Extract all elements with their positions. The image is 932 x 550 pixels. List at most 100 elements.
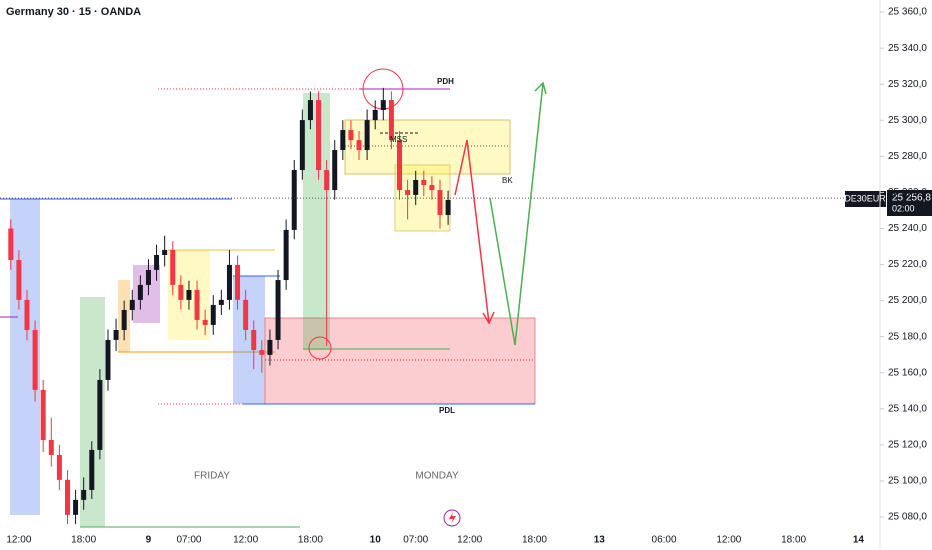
annotation: MONDAY: [415, 471, 458, 482]
x-tick-label: 12:00: [6, 535, 31, 546]
candle-body: [397, 140, 403, 191]
candle-body: [388, 100, 394, 141]
candle-body: [89, 449, 95, 490]
annotation: BK: [502, 176, 513, 185]
x-tick-label: 12:00: [233, 535, 258, 546]
candle-body: [186, 289, 192, 300]
candle-body: [275, 280, 281, 340]
candle-body: [81, 489, 87, 500]
candle-body: [113, 330, 119, 340]
candle-body: [56, 454, 62, 480]
y-tick-label: 25 140,0: [888, 403, 927, 414]
candle-body: [332, 150, 338, 191]
x-tick-label: 9: [146, 535, 152, 546]
candle-body: [210, 304, 216, 325]
x-tick-label: 07:00: [176, 535, 201, 546]
candle-body: [243, 299, 249, 330]
y-tick-label: 25 200,0: [888, 295, 927, 306]
symbol-badge: [845, 191, 886, 207]
candle-body: [154, 254, 160, 270]
candle-body: [8, 228, 14, 261]
candle-body: [97, 379, 103, 450]
candle-body: [202, 319, 208, 325]
y-tick-label: 25 100,0: [888, 476, 927, 487]
candle-body: [324, 170, 330, 191]
candle-body: [32, 330, 38, 390]
y-tick-label: 25 340,0: [888, 43, 927, 54]
candle-body: [429, 185, 435, 191]
candle-body: [380, 100, 386, 110]
x-tick-label: 06:00: [652, 535, 677, 546]
candle-body: [137, 284, 143, 300]
demand-zone: [264, 317, 536, 405]
candle-body: [251, 330, 257, 351]
candle-body: [340, 130, 346, 151]
x-tick-label: 10: [370, 535, 382, 546]
x-tick-label: 12:00: [716, 535, 741, 546]
arrow-head: [534, 81, 547, 95]
candle-body: [445, 199, 451, 215]
y-tick-label: 25 080,0: [888, 512, 927, 523]
candle-body: [178, 284, 184, 300]
arrow-head: [482, 311, 495, 325]
candle-body: [121, 309, 127, 330]
annotation: MSS: [390, 135, 407, 144]
candle-body: [356, 140, 362, 151]
x-tick-label: 18:00: [71, 535, 96, 546]
countdown: 02:00: [892, 203, 915, 213]
annotation: FRIDAY: [194, 471, 230, 482]
event-icon: [443, 509, 461, 527]
projection-arrow: [454, 139, 490, 324]
y-tick-label: 25 180,0: [888, 331, 927, 342]
candle-body: [145, 269, 151, 285]
candle-body: [48, 440, 54, 455]
last-price-label: 25 256,8: [892, 193, 931, 204]
candle-body: [421, 179, 427, 186]
symbol-label: DE30EUR: [844, 193, 886, 203]
annotation: PDL: [439, 406, 455, 415]
x-tick-label: 18:00: [298, 535, 323, 546]
projection-arrow: [489, 82, 544, 346]
y-tick-label: 25 220,0: [888, 259, 927, 270]
candle-body: [437, 190, 443, 215]
candle-body: [73, 499, 79, 515]
x-tick-label: 14: [853, 535, 865, 546]
candle-body: [267, 339, 273, 355]
price-badge: [887, 190, 932, 216]
candle-body: [372, 110, 378, 121]
candle-body: [24, 299, 30, 330]
y-tick-label: 25 360,0: [888, 7, 927, 18]
y-tick-label: 25 240,0: [888, 223, 927, 234]
candles: [8, 87, 451, 525]
event-icon: [449, 512, 456, 524]
candle-body: [283, 229, 289, 281]
candle-body: [291, 170, 297, 230]
x-tick-label: 12:00: [457, 535, 482, 546]
candle-body: [413, 179, 419, 195]
x-tick-label: 18:00: [781, 535, 806, 546]
y-tick-label: 25 160,0: [888, 367, 927, 378]
y-tick-label: 25 280,0: [888, 151, 927, 162]
candle-body: [226, 264, 232, 300]
candle-body: [348, 130, 354, 141]
candle-body: [405, 190, 411, 195]
candle-body: [162, 249, 168, 255]
candle-body: [259, 350, 265, 355]
candle-body: [218, 299, 224, 305]
annotation: PDH: [437, 77, 454, 86]
candle-body: [194, 289, 200, 320]
x-tick-label: 13: [594, 535, 606, 546]
candle-body: [235, 264, 241, 300]
x-tick-label: 07:00: [403, 535, 428, 546]
candle-body: [364, 120, 370, 151]
chart-title: Germany 30 · 15 · OANDA: [6, 6, 141, 18]
candle-body: [64, 479, 70, 515]
candle-body: [307, 100, 313, 121]
candle-body: [170, 249, 176, 285]
candle-body: [16, 260, 22, 300]
x-tick-label: 18:00: [522, 535, 547, 546]
circle-marker: [308, 336, 332, 360]
candle-body: [40, 389, 46, 440]
candle-body: [299, 120, 305, 171]
